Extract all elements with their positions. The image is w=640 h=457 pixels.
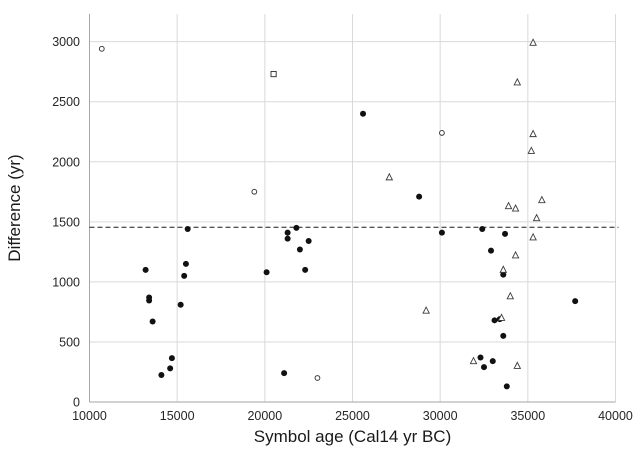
- y-tick-label: 1500: [52, 215, 80, 229]
- x-tick-label: 30000: [423, 409, 458, 423]
- x-tick-label: 35000: [510, 409, 545, 423]
- data-point: [527, 146, 536, 154]
- data-point: [167, 365, 174, 372]
- x-tick-label: 25000: [335, 409, 370, 423]
- tick-labels: 10000 15000 20000 25000 30000 35000 40000 0 500 1…: [52, 35, 633, 423]
- y-tick-label: 2000: [52, 155, 80, 169]
- x-tick-label: 15000: [160, 409, 195, 423]
- y-tick-label: 3000: [52, 35, 80, 49]
- data-point: [146, 297, 153, 304]
- x-tick-label: 10000: [72, 409, 107, 423]
- x-axis-title: Symbol age (Cal14 yr BC): [254, 427, 451, 446]
- data-point: [305, 238, 312, 245]
- y-tick-label: 0: [73, 396, 80, 410]
- gridlines: [89, 14, 616, 402]
- data-point: [488, 247, 495, 254]
- data-point: [284, 229, 291, 236]
- series-filled-circles: [142, 110, 579, 390]
- data-point: [438, 229, 445, 236]
- series-open-triangles: [385, 38, 546, 369]
- data-point: [489, 358, 496, 365]
- data-point: [142, 266, 149, 273]
- data-point: [270, 70, 277, 78]
- data-point: [284, 235, 291, 242]
- data-point: [181, 272, 188, 279]
- data-point: [481, 364, 487, 371]
- data-point: [439, 130, 445, 136]
- data-point: [506, 291, 515, 300]
- data-point: [281, 370, 288, 377]
- data-point: [513, 77, 522, 86]
- data-point: [158, 371, 165, 378]
- y-tick-label: 500: [59, 335, 80, 349]
- data-point: [98, 45, 105, 52]
- data-point: [538, 195, 546, 204]
- data-point: [469, 356, 478, 365]
- data-point: [182, 260, 189, 267]
- data-point: [360, 110, 367, 117]
- series-open-squares: [270, 70, 277, 78]
- data-point: [500, 332, 507, 339]
- axis-lines: [89, 14, 616, 403]
- data-point: [532, 213, 541, 222]
- data-point: [177, 301, 184, 308]
- data-point: [511, 250, 520, 259]
- data-point: [500, 271, 507, 278]
- data-point: [529, 38, 537, 46]
- data-point: [149, 318, 156, 325]
- data-point: [416, 193, 423, 200]
- data-point: [513, 361, 522, 369]
- data-point: [477, 354, 484, 361]
- data-point: [503, 383, 510, 390]
- data-point: [302, 266, 309, 273]
- data-point: [385, 172, 394, 181]
- data-point: [422, 306, 430, 314]
- y-axis-title: Difference (yr): [5, 154, 24, 261]
- data-point: [504, 201, 513, 210]
- data-point: [511, 204, 520, 212]
- y-tick-label: 2500: [52, 95, 80, 109]
- data-point: [502, 230, 509, 237]
- data-point: [251, 188, 258, 195]
- data-point: [529, 232, 537, 241]
- x-tick-label: 40000: [598, 409, 633, 423]
- data-point: [314, 375, 321, 381]
- data-point: [497, 313, 506, 321]
- data-point: [572, 298, 579, 305]
- data-point: [296, 246, 303, 253]
- data-point: [184, 226, 191, 233]
- x-tick-label: 20000: [247, 409, 282, 423]
- data-point: [529, 129, 537, 138]
- data-point: [491, 317, 498, 324]
- data-point: [263, 269, 270, 276]
- y-tick-label: 1000: [52, 275, 80, 289]
- data-point: [168, 355, 175, 362]
- data-points: [98, 38, 579, 390]
- series-open-circles: [98, 45, 445, 381]
- data-point: [479, 226, 486, 233]
- data-point: [293, 224, 300, 231]
- data-point: [499, 265, 508, 273]
